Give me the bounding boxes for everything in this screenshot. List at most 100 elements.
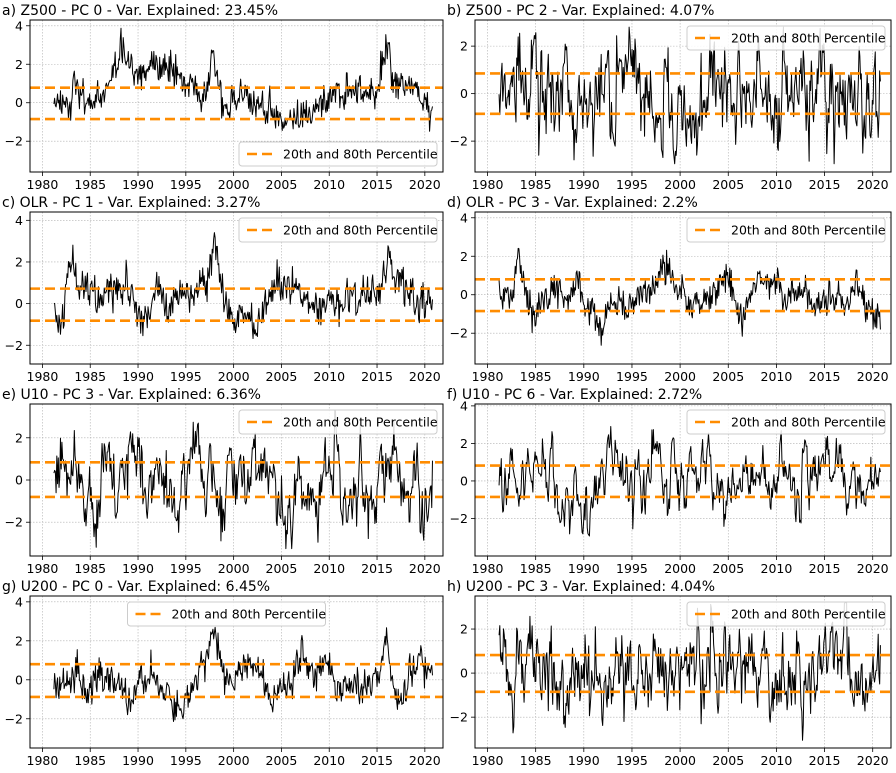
legend-label: 20th and 80th Percentile	[283, 223, 438, 238]
x-tick-label: 2020	[857, 753, 889, 768]
x-tick-label: 1995	[616, 177, 648, 192]
x-tick-label: 1990	[122, 369, 154, 384]
x-tick-label: 1985	[520, 753, 552, 768]
x-tick-label: 2005	[712, 561, 744, 576]
x-tick-label: 1985	[520, 369, 552, 384]
series-line	[53, 232, 433, 340]
x-tick-label: 1985	[74, 177, 106, 192]
y-tick-label: 0	[460, 287, 468, 302]
x-tick-label: 1985	[74, 561, 106, 576]
axes-frame	[29, 19, 444, 173]
y-tick-label: 2	[460, 622, 468, 637]
x-tick-label: 1990	[122, 177, 154, 192]
x-tick-label: 2010	[761, 369, 793, 384]
y-tick-label: 4	[460, 210, 468, 225]
panel-1: b) Z500 - PC 2 - Var. Explained: 4.07% 19…	[447, 3, 892, 192]
panel-5: f) U10 - PC 6 - Var. Explained: 2.72% 198…	[447, 387, 892, 576]
x-tick-label: 1990	[568, 177, 600, 192]
y-tick-label: 0	[15, 95, 23, 110]
x-tick-label: 2005	[712, 369, 744, 384]
x-tick-label: 2020	[857, 369, 889, 384]
x-tick-label: 1980	[472, 561, 504, 576]
x-tick-label: 2000	[218, 561, 250, 576]
x-tick-label: 1995	[616, 753, 648, 768]
x-tick-label: 2020	[857, 561, 889, 576]
series-line	[498, 425, 881, 537]
panel-title: a) Z500 - PC 0 - Var. Explained: 23.45%	[2, 3, 278, 19]
x-tick-label: 2020	[857, 177, 889, 192]
panel-7: h) U200 - PC 3 - Var. Explained: 4.04% 19…	[447, 579, 892, 768]
legend-box	[686, 25, 886, 51]
x-tick-label: 1980	[27, 177, 59, 192]
series-line	[53, 409, 433, 550]
x-tick-label: 1990	[568, 369, 600, 384]
x-tick-label: 2010	[761, 561, 793, 576]
x-tick-label: 1995	[170, 753, 202, 768]
x-tick-label: 1980	[27, 561, 59, 576]
panel-title: c) OLR - PC 1 - Var. Explained: 3.27%	[2, 195, 260, 211]
axes-frame	[474, 19, 892, 173]
x-tick-label: 1995	[616, 561, 648, 576]
x-tick-label: 1980	[27, 753, 59, 768]
panel-3: d) OLR - PC 3 - Var. Explained: 2.2% 1980…	[447, 195, 892, 384]
y-tick-label: −2	[450, 710, 468, 725]
series-line	[53, 626, 433, 722]
y-tick-label: 0	[460, 86, 468, 101]
legend-label: 20th and 80th Percentile	[731, 223, 886, 238]
x-tick-label: 1985	[520, 561, 552, 576]
y-tick-label: 2	[15, 430, 23, 445]
series-line	[498, 247, 881, 346]
x-tick-label: 1985	[74, 369, 106, 384]
panel-6: g) U200 - PC 0 - Var. Explained: 6.45% 19…	[2, 579, 444, 768]
panel-title: f) U10 - PC 6 - Var. Explained: 2.72%	[447, 387, 702, 403]
axes-frame	[29, 211, 444, 365]
legend: 20th and 80th Percentile	[238, 141, 438, 167]
x-tick-label: 1995	[616, 369, 648, 384]
x-tick-label: 2000	[218, 177, 250, 192]
legend-label: 20th and 80th Percentile	[731, 607, 886, 622]
x-tick-label: 2000	[664, 177, 696, 192]
panel-0: a) Z500 - PC 0 - Var. Explained: 23.45% 1…	[2, 3, 444, 192]
y-tick-label: 2	[15, 57, 23, 72]
x-tick-label: 2015	[361, 177, 393, 192]
y-tick-label: −2	[450, 134, 468, 149]
legend-label: 20th and 80th Percentile	[283, 147, 438, 162]
panel-title: b) Z500 - PC 2 - Var. Explained: 4.07%	[447, 3, 714, 19]
x-tick-label: 1985	[74, 753, 106, 768]
x-tick-label: 1980	[27, 369, 59, 384]
legend-box	[127, 601, 326, 627]
y-tick-label: −2	[5, 515, 23, 530]
x-tick-label: 2010	[313, 177, 345, 192]
x-tick-label: 2000	[218, 369, 250, 384]
x-tick-label: 2010	[313, 753, 345, 768]
grid	[30, 596, 443, 748]
legend: 20th and 80th Percentile	[686, 217, 886, 243]
y-tick-label: 0	[15, 473, 23, 488]
x-tick-label: 2020	[409, 177, 441, 192]
y-tick-label: 2	[460, 249, 468, 264]
x-tick-label: 1995	[170, 177, 202, 192]
x-tick-label: 2005	[266, 177, 298, 192]
panel-title: e) U10 - PC 3 - Var. Explained: 6.36%	[2, 387, 261, 403]
y-tick-label: 4	[15, 594, 23, 609]
x-tick-label: 2010	[761, 753, 793, 768]
y-tick-label: 0	[460, 666, 468, 681]
legend-label: 20th and 80th Percentile	[731, 31, 886, 46]
legend: 20th and 80th Percentile	[686, 25, 886, 51]
legend-box	[238, 141, 438, 167]
axes-frame	[474, 595, 892, 749]
axes-frame	[29, 595, 444, 749]
legend-box	[238, 217, 438, 243]
panel-title: g) U200 - PC 0 - Var. Explained: 6.45%	[2, 579, 270, 595]
legend-label: 20th and 80th Percentile	[172, 607, 327, 622]
x-tick-label: 1990	[568, 561, 600, 576]
x-tick-label: 2005	[266, 369, 298, 384]
panel-4: e) U10 - PC 3 - Var. Explained: 6.36% 198…	[2, 387, 444, 576]
x-tick-label: 2000	[218, 753, 250, 768]
legend: 20th and 80th Percentile	[238, 217, 438, 243]
y-tick-label: 2	[15, 633, 23, 648]
y-tick-label: 2	[15, 254, 23, 269]
x-tick-label: 1995	[170, 369, 202, 384]
x-tick-label: 2000	[664, 369, 696, 384]
series-line	[498, 602, 881, 741]
